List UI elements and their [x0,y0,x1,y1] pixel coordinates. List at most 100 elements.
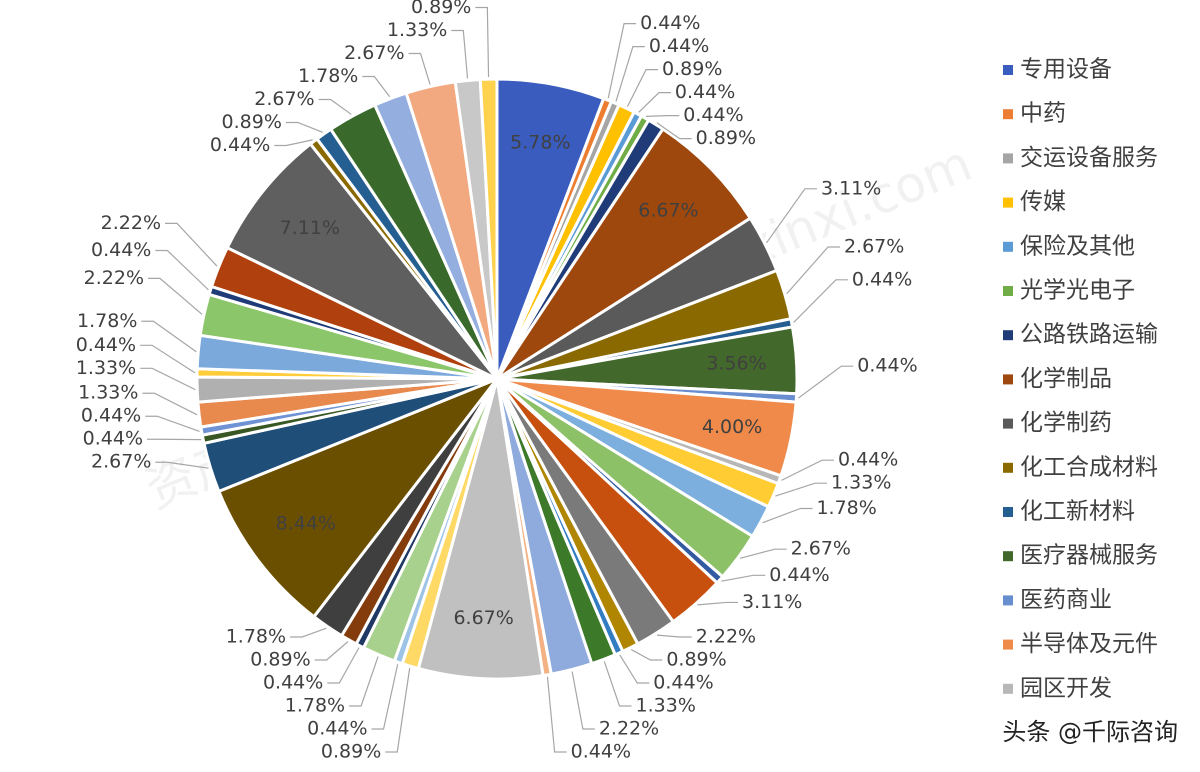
legend-label: 园区开发 [1020,675,1112,701]
leader-line [372,664,398,729]
data-label: 2.67% [344,42,404,64]
legend-swatch [1003,551,1013,561]
legend-label: 保险及其他 [1020,233,1135,259]
leader-line [286,122,323,132]
data-label: 6.67% [453,607,513,629]
data-label: 0.44% [210,134,270,156]
data-label: 0.44% [649,35,709,57]
leader-line [362,76,389,96]
legend-swatch [1003,198,1013,208]
legend-label: 传媒 [1020,189,1066,215]
leader-line [547,677,566,752]
legend-label: 化学制药 [1020,410,1112,436]
data-label: 0.44% [263,672,323,694]
data-label: 1.78% [816,497,876,519]
data-label: 0.44% [307,718,367,740]
leader-line [620,655,649,683]
leader-line [740,549,787,558]
leader-line [141,321,196,352]
data-label: 0.89% [662,58,722,80]
legend-label: 化工新材料 [1020,499,1135,525]
data-label: 2.67% [791,538,851,560]
data-label: 1.78% [285,695,345,717]
legend-swatch [1003,684,1013,694]
leader-line [646,116,679,117]
legend-label: 医药商业 [1020,587,1112,613]
data-label: 1.78% [298,65,358,87]
data-label: 0.89% [250,649,310,671]
data-label: 0.89% [411,0,471,18]
leader-line [319,99,352,114]
legend-swatch [1003,109,1013,119]
legend-swatch [1003,374,1013,384]
legend-label: 光学光电子 [1020,278,1135,304]
data-label: 1.33% [387,19,447,41]
legend-swatch [1003,286,1013,296]
data-label: 0.89% [696,127,756,149]
leader-line [697,602,738,604]
data-label: 2.67% [254,88,314,110]
data-label: 7.11% [280,217,340,239]
leader-line [781,460,834,480]
data-label: 0.44% [769,564,829,586]
data-label: 2.22% [101,212,161,234]
data-label: 0.89% [222,111,282,133]
data-label: 0.89% [321,741,381,763]
leader-line [451,30,467,78]
leader-line [165,223,217,266]
legend-swatch [1003,595,1013,605]
leader-line [631,650,662,660]
leader-line [349,657,378,706]
leader-line [409,53,431,84]
data-label: 1.33% [78,382,138,404]
leader-line [274,140,312,146]
leader-line [327,648,359,683]
data-label: 3.11% [742,591,802,613]
legend-swatch [1003,507,1013,517]
leader-line [155,251,208,290]
leader-line [798,366,853,398]
data-label: 0.89% [666,649,726,671]
legend-label: 医疗器械服务 [1020,543,1158,569]
data-label: 0.44% [857,355,917,377]
data-label: 0.44% [852,268,912,290]
legend-label: 半导体及元件 [1020,631,1158,657]
data-label: 0.44% [76,334,136,356]
leader-line [608,24,636,99]
legend-label: 专用设备 [1020,57,1112,83]
leader-line [721,575,765,581]
data-label: 6.67% [638,200,698,222]
data-label: 0.44% [640,12,700,34]
data-label: 0.44% [675,81,735,103]
data-label: 3.56% [706,352,766,374]
leader-line [140,368,195,389]
leader-line [385,668,409,752]
data-label: 2.22% [599,718,659,740]
data-label: 1.33% [831,472,891,494]
legend-swatch [1003,640,1013,650]
legend-label: 交运设备服务 [1020,145,1158,171]
leader-line [627,70,658,107]
data-label: 0.44% [571,741,631,763]
leader-line [142,393,197,415]
legend-swatch [1003,419,1013,429]
data-label: 2.67% [91,451,151,473]
data-label: 1.33% [636,695,696,717]
legend-label: 化学制品 [1020,366,1112,392]
data-label: 3.11% [821,177,881,199]
data-label: 0.44% [81,405,141,427]
data-label: 0.44% [683,104,743,126]
data-label: 0.44% [838,449,898,471]
data-label: 0.44% [83,428,143,450]
leader-line [775,483,827,496]
data-label: 2.67% [844,236,904,258]
leader-line [145,416,199,431]
leader-line [315,642,348,660]
leader-line [148,278,202,314]
leader-line [290,628,326,637]
legend-swatch [1003,242,1013,252]
leader-line [763,508,813,522]
data-label: 0.44% [653,672,713,694]
leader-line [639,93,671,113]
